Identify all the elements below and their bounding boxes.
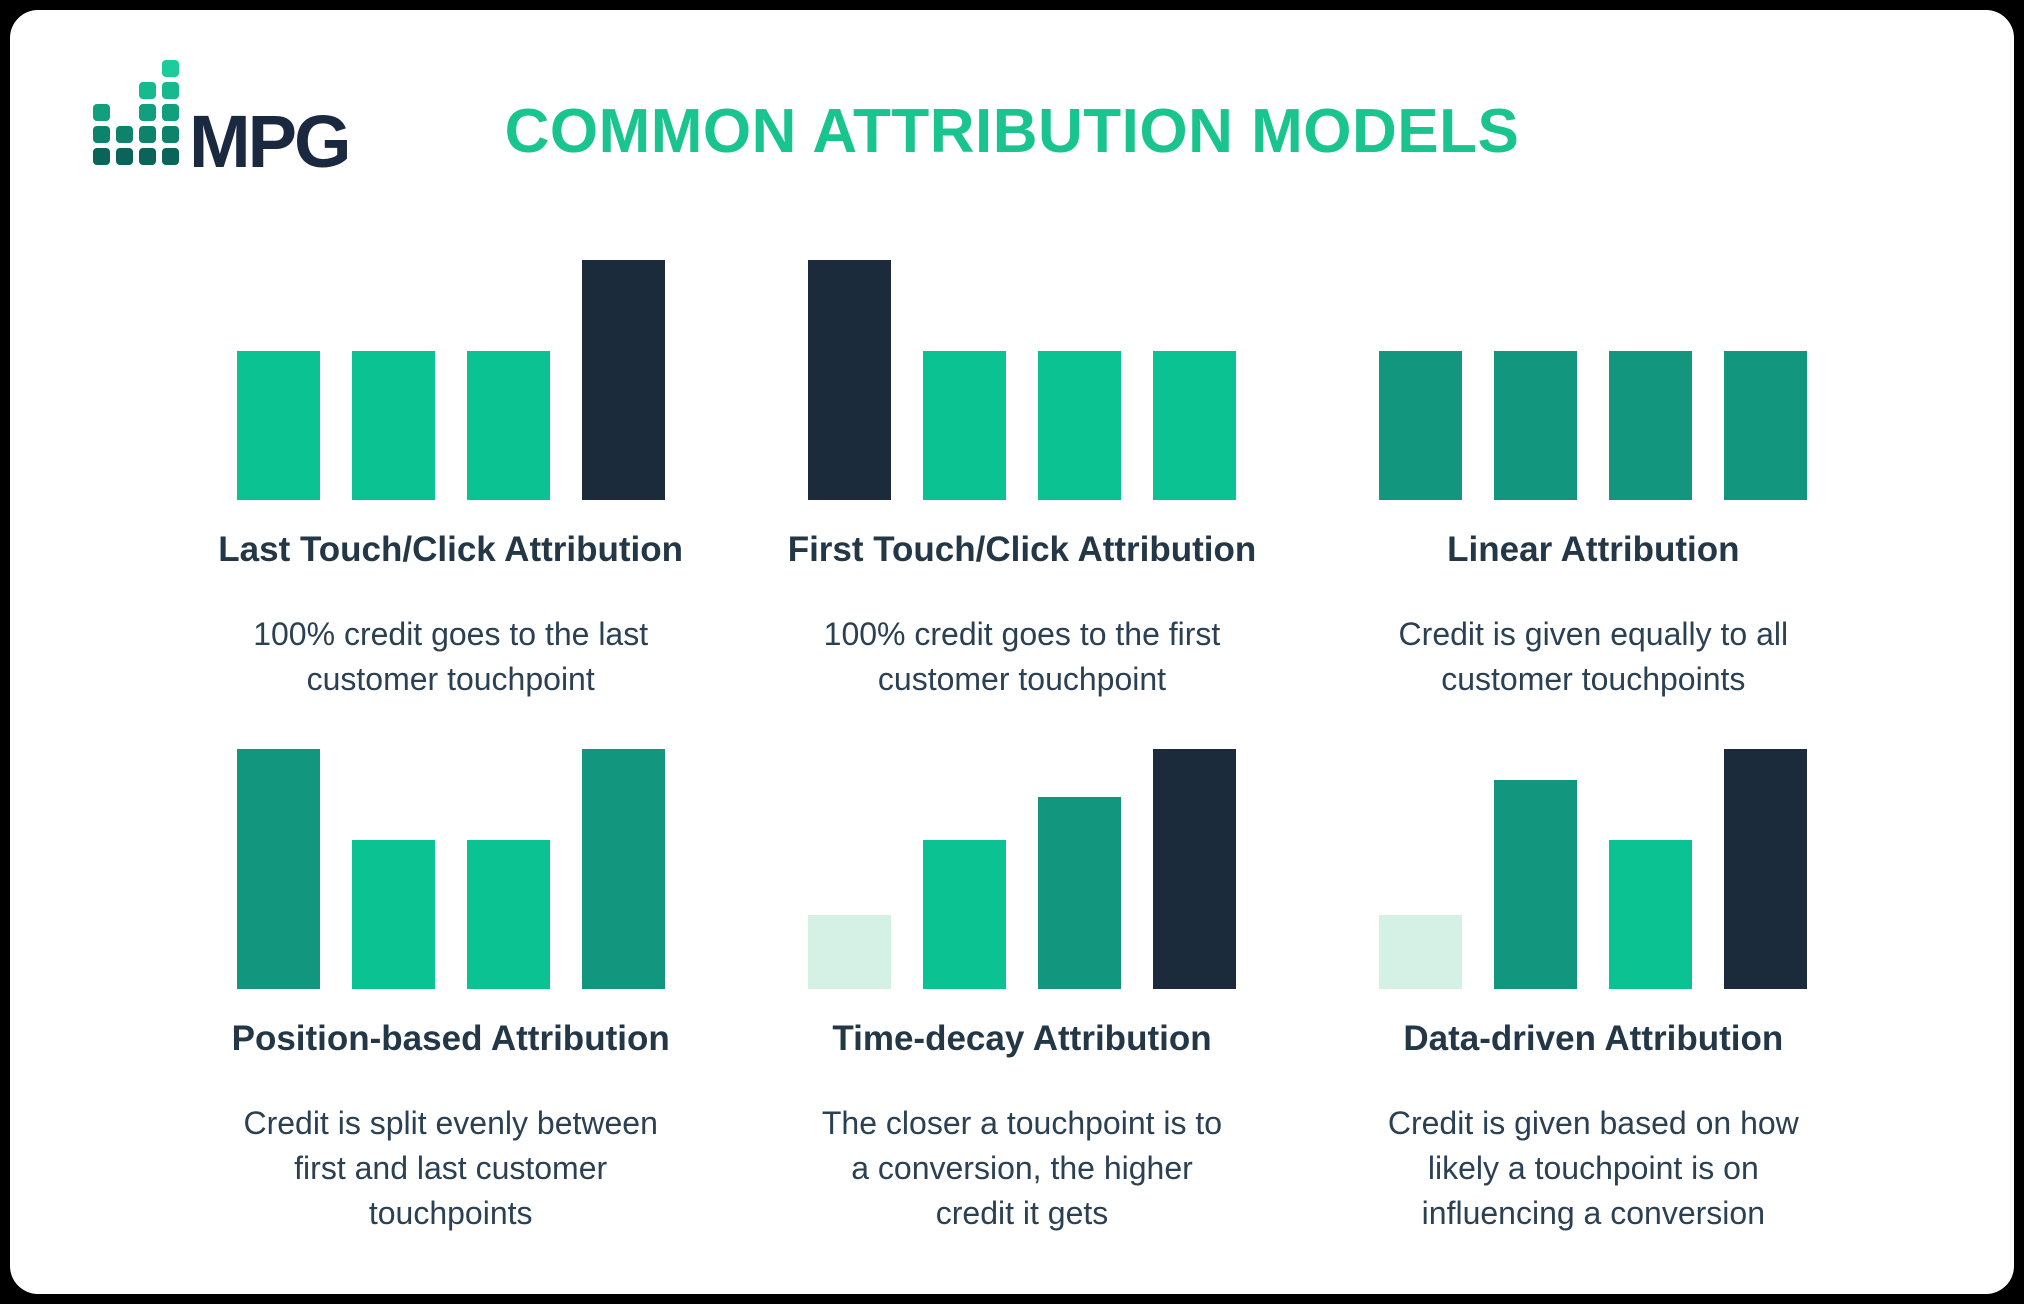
bar-teal bbox=[1724, 351, 1808, 500]
bar-teal bbox=[1037, 797, 1121, 989]
bar-chart bbox=[736, 749, 1307, 989]
equalizer-square bbox=[116, 126, 133, 143]
bar-teal bbox=[1494, 351, 1578, 500]
equalizer-square bbox=[139, 148, 156, 165]
equalizer-column bbox=[93, 104, 110, 165]
equalizer-square bbox=[93, 148, 110, 165]
panel-time-decay: Time-decay Attribution The closer a touc… bbox=[736, 749, 1307, 1236]
bar-teal bbox=[1609, 351, 1693, 500]
equalizer-column bbox=[162, 60, 179, 165]
panel-description: The closer a touchpoint is to a conversi… bbox=[821, 1105, 1223, 1231]
bar-teal bbox=[1379, 351, 1463, 500]
bar-mint bbox=[807, 914, 891, 989]
bar-teal bbox=[581, 749, 665, 989]
equalizer-square bbox=[139, 104, 156, 121]
panel-last-touch: Last Touch/Click Attribution 100% credit… bbox=[165, 260, 736, 702]
panel-position-based: Position-based Attribution Credit is spl… bbox=[165, 749, 736, 1236]
bar-mint bbox=[1379, 914, 1463, 989]
bar-green bbox=[466, 840, 550, 989]
equalizer-square bbox=[93, 126, 110, 143]
equalizer-square bbox=[116, 148, 133, 165]
bar-chart bbox=[1308, 260, 1879, 500]
panel-title: Position-based Attribution bbox=[231, 1019, 670, 1058]
equalizer-column bbox=[116, 126, 133, 165]
bar-green bbox=[922, 840, 1006, 989]
equalizer-square bbox=[93, 104, 110, 121]
page-title: COMMON ATTRIBUTION MODELS bbox=[504, 97, 1520, 166]
equalizer-column bbox=[139, 82, 156, 165]
bar-navy bbox=[807, 260, 891, 500]
bar-green bbox=[351, 351, 435, 500]
panel-title: Linear Attribution bbox=[1447, 530, 1740, 569]
equalizer-square bbox=[162, 104, 179, 121]
equalizer-square bbox=[162, 148, 179, 165]
bar-navy bbox=[1152, 749, 1236, 989]
panel-linear: Linear Attribution Credit is given equal… bbox=[1308, 260, 1879, 702]
models-row-bottom: Position-based Attribution Credit is spl… bbox=[165, 749, 1879, 1236]
panel-title: Time-decay Attribution bbox=[832, 1019, 1212, 1058]
bar-chart bbox=[736, 260, 1307, 500]
bar-green bbox=[466, 351, 550, 500]
bar-green bbox=[922, 351, 1006, 500]
panel-description: Credit is given based on how likely a to… bbox=[1387, 1105, 1799, 1231]
panel-description: Credit is split evenly between first and… bbox=[243, 1105, 658, 1231]
bar-navy bbox=[1724, 749, 1808, 989]
bar-green bbox=[1037, 351, 1121, 500]
bar-green bbox=[236, 351, 320, 500]
panel-description: 100% credit goes to the last customer to… bbox=[253, 616, 649, 697]
panel-title: Last Touch/Click Attribution bbox=[218, 530, 684, 569]
mpg-logo: MPG bbox=[93, 60, 352, 179]
bar-green bbox=[1609, 840, 1693, 989]
equalizer-square bbox=[162, 60, 179, 77]
bar-teal bbox=[1494, 780, 1578, 989]
bar-chart bbox=[165, 260, 736, 500]
infographic-card: MPG COMMON ATTRIBUTION MODELS Last Touch… bbox=[10, 10, 2014, 1294]
equalizer-square bbox=[162, 82, 179, 99]
logo-text: MPG bbox=[189, 100, 352, 183]
bar-green bbox=[351, 840, 435, 989]
bar-chart bbox=[165, 749, 736, 989]
panel-title: Data-driven Attribution bbox=[1403, 1019, 1784, 1058]
panel-description: 100% credit goes to the first customer t… bbox=[823, 616, 1221, 697]
equalizer-square bbox=[139, 126, 156, 143]
equalizer-bars-icon bbox=[93, 60, 179, 165]
equalizer-square bbox=[139, 82, 156, 99]
panel-first-touch: First Touch/Click Attribution 100% credi… bbox=[736, 260, 1307, 702]
bar-teal bbox=[236, 749, 320, 989]
panel-title: First Touch/Click Attribution bbox=[787, 530, 1257, 569]
panel-data-driven: Data-driven Attribution Credit is given … bbox=[1308, 749, 1879, 1236]
models-row-top: Last Touch/Click Attribution 100% credit… bbox=[165, 260, 1879, 702]
bar-chart bbox=[1308, 749, 1879, 989]
bar-green bbox=[1152, 351, 1236, 500]
panel-description: Credit is given equally to all customer … bbox=[1398, 616, 1789, 697]
equalizer-square bbox=[162, 126, 179, 143]
bar-navy bbox=[581, 260, 665, 500]
